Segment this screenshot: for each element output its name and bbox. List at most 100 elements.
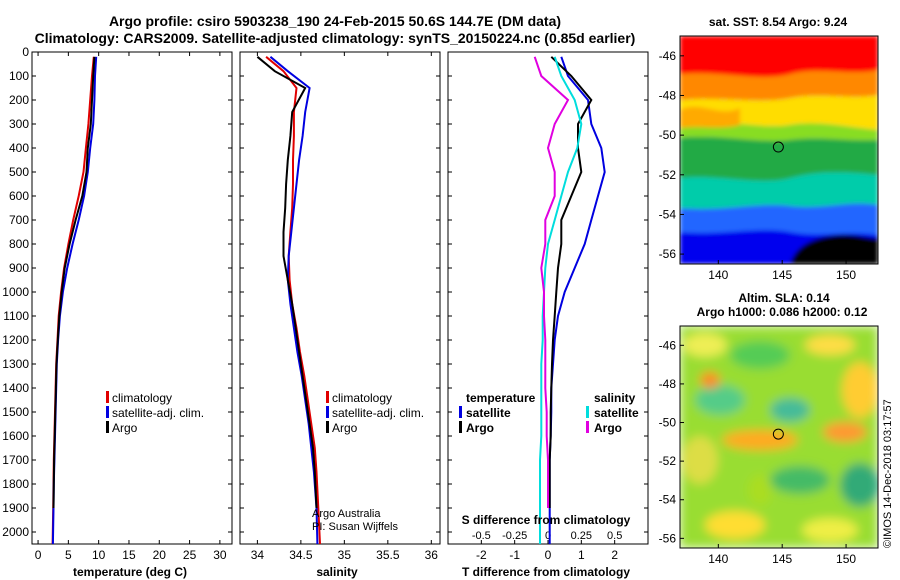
lat-tick-label: -56 — [659, 531, 677, 545]
y-tick-label: 1000 — [2, 285, 29, 299]
sst-ticks: 140 145 150 -46 -48 -50 -52 -54 -56 — [659, 49, 857, 282]
y-tick-label: 2000 — [2, 525, 29, 539]
title-line1: Argo profile: csiro 5903238_190 24-Feb-2… — [109, 13, 561, 29]
x-tick-label: 1 — [578, 548, 585, 562]
y-tick-label: 1600 — [2, 429, 29, 443]
legend-argo: Argo — [332, 421, 358, 435]
x-tick-label: 20 — [153, 548, 167, 562]
legend-swatch-s-argo — [586, 421, 589, 433]
lat-tick-label: -48 — [659, 377, 677, 391]
temperature-legend: climatology satellite-adj. clim. Argo — [106, 391, 204, 435]
sla-ticks: 140 145 150 -46 -48 -50 -52 -54 -56 — [659, 338, 857, 566]
series-line-s-argo — [533, 56, 570, 508]
legend-swatch-satellite — [326, 406, 329, 418]
lat-tick-label: -54 — [659, 493, 677, 507]
x-tick-label: 34.5 — [289, 548, 313, 562]
sla-map: Altim. SLA: 0.14 Argo h1000: 0.086 h2000… — [659, 291, 879, 566]
series-line-argo — [52, 56, 96, 509]
sst-map-title: sat. SST: 8.54 Argo: 9.24 — [709, 15, 848, 29]
s-tick-label: 0.25 — [571, 530, 592, 542]
series-line-t-argo — [548, 56, 593, 508]
legend-t-satellite: satellite — [466, 406, 511, 420]
y-tick-label: 800 — [9, 237, 29, 251]
x-tick-label: 15 — [122, 548, 136, 562]
legend-climatology: climatology — [112, 391, 172, 405]
lon-tick-label: 150 — [836, 268, 856, 282]
note-argo-australia: Argo Australia — [312, 508, 381, 520]
legend-swatch-t-satellite — [459, 406, 462, 418]
y-tick-label: 100 — [9, 69, 29, 83]
difference-legend: temperature satellite Argo salinity sate… — [459, 391, 639, 435]
legend-satellite: satellite-adj. clim. — [332, 406, 424, 420]
difference-panel: -2 -1 0 1 2 -0.5 -0.25 0 0.25 0.5 T difference fr… — [447, 51, 649, 579]
difference-marks: -2 -1 0 1 2 -0.5 -0.25 0 0.25 0.5 — [448, 51, 648, 562]
sla-field — [680, 326, 878, 548]
sst-map-frame — [679, 35, 879, 265]
x-tick-label: 35 — [338, 548, 352, 562]
lon-tick-label: 145 — [772, 268, 792, 282]
argo-location-marker — [772, 141, 784, 153]
y-tick-label: 1800 — [2, 477, 29, 491]
legend-salinity-title: salinity — [594, 391, 636, 405]
s-tick-label: 0 — [545, 530, 551, 542]
temperature-axes — [31, 51, 233, 545]
lat-tick-label: -50 — [659, 128, 677, 142]
y-tick-label: 700 — [9, 213, 29, 227]
imos-watermark: ©IMOS 14-Dec-2018 03:17:57 — [882, 399, 894, 548]
x-tick-label: 25 — [183, 548, 197, 562]
note-pi: PI: Susan Wijffels — [312, 521, 398, 533]
x-tick-label: 0 — [35, 548, 42, 562]
y-tick-label: 1200 — [2, 333, 29, 347]
salinity-legend: climatology satellite-adj. clim. Argo — [326, 391, 424, 435]
y-tick-label: 600 — [9, 189, 29, 203]
series-line-climatology — [265, 56, 321, 545]
salinity-axes — [239, 51, 441, 545]
y-tick-label: 400 — [9, 141, 29, 155]
lon-tick-label: 140 — [708, 268, 728, 282]
legend-t-argo: Argo — [466, 421, 494, 435]
salinity-panel: 34 34.5 35 35.5 36 salinity climatology sate… — [239, 51, 441, 579]
legend-swatch-s-satellite — [586, 406, 589, 418]
legend-swatch-t-argo — [459, 421, 462, 433]
difference-xlabel: T difference from climatology — [462, 565, 630, 579]
argo-location-marker — [772, 428, 784, 440]
sla-map-subtitle: Argo h1000: 0.086 h2000: 0.12 — [697, 305, 868, 319]
x-tick-label: 30 — [213, 548, 227, 562]
x-tick-label: -1 — [509, 548, 520, 562]
legend-s-satellite: satellite — [594, 406, 639, 420]
y-tick-label: 1400 — [2, 381, 29, 395]
temperature-xlabel: temperature (deg C) — [73, 565, 187, 579]
legend-temperature-title: temperature — [466, 391, 536, 405]
lon-tick-label: 150 — [836, 552, 856, 566]
y-tick-label: 900 — [9, 261, 29, 275]
x-tick-label: 5 — [65, 548, 72, 562]
x-tick-label: 36 — [425, 548, 439, 562]
lat-tick-label: -54 — [659, 207, 677, 221]
x-tick-label: 35.5 — [376, 548, 400, 562]
legend-swatch-satellite — [106, 406, 109, 418]
y-tick-label: 1700 — [2, 453, 29, 467]
y-tick-label: 1300 — [2, 357, 29, 371]
s-difference-label: S difference from climatology — [462, 513, 631, 527]
lat-tick-label: -52 — [659, 168, 677, 182]
x-tick-label: 0 — [545, 548, 552, 562]
lat-tick-label: -52 — [659, 454, 677, 468]
lat-tick-label: -46 — [659, 338, 677, 352]
x-tick-label: -2 — [476, 548, 487, 562]
legend-swatch-climatology — [106, 391, 109, 403]
legend-climatology: climatology — [332, 391, 392, 405]
legend-argo: Argo — [112, 421, 138, 435]
lon-tick-label: 140 — [708, 552, 728, 566]
y-tick-label: 0 — [22, 45, 29, 59]
legend-s-argo: Argo — [594, 421, 622, 435]
lat-tick-label: -56 — [659, 247, 677, 261]
salinity-marks: 34 34.5 35 35.5 36 — [240, 51, 440, 562]
sla-map-frame — [679, 325, 879, 549]
lat-tick-label: -48 — [659, 88, 677, 102]
x-tick-label: 10 — [92, 548, 106, 562]
y-tick-label: 500 — [9, 165, 29, 179]
sla-map-title: Altim. SLA: 0.14 — [738, 291, 830, 305]
legend-satellite: satellite-adj. clim. — [112, 406, 204, 420]
y-tick-label: 1900 — [2, 501, 29, 515]
